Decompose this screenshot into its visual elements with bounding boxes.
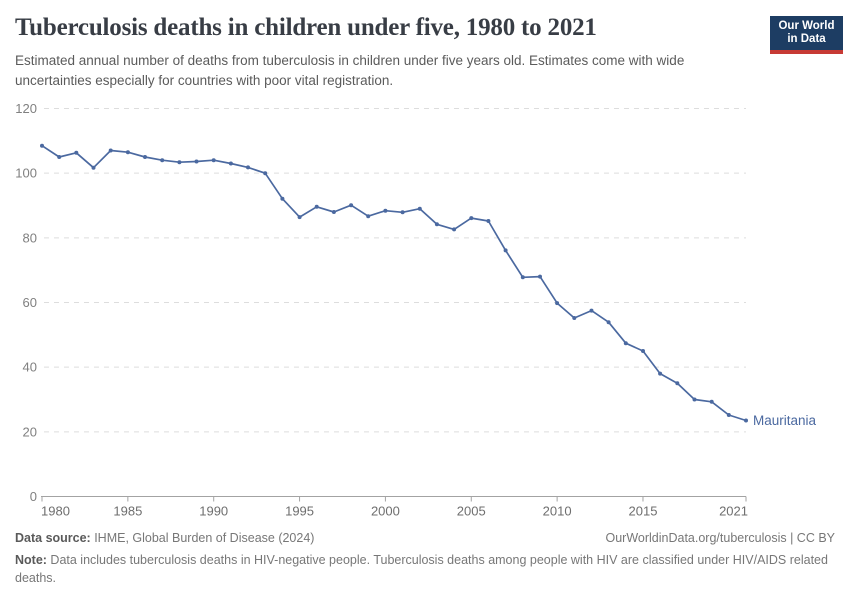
x-tick-label: 1980	[41, 504, 70, 519]
data-point	[57, 155, 62, 159]
data-point	[91, 165, 96, 170]
data-point	[314, 204, 319, 209]
owid-logo[interactable]: Our World in Data	[770, 16, 843, 54]
x-tick-label: 2000	[371, 504, 400, 519]
data-point	[623, 341, 628, 346]
x-tick-label: 1990	[199, 504, 228, 519]
series-end-label: Mauritania	[753, 413, 817, 428]
data-point	[400, 210, 405, 215]
data-point	[383, 208, 388, 213]
owid-logo-line1: Our World	[778, 19, 835, 32]
data-point	[469, 216, 474, 221]
data-point	[486, 219, 491, 223]
x-tick-label: 2021	[719, 504, 748, 519]
data-point	[589, 308, 594, 313]
data-point	[246, 165, 250, 170]
data-point	[263, 171, 268, 176]
data-point	[108, 148, 113, 153]
data-point	[228, 161, 233, 166]
chart-subtitle: Estimated annual number of deaths from t…	[15, 52, 685, 88]
y-tick-label: 120	[15, 101, 37, 116]
owid-logo-stripe	[770, 50, 843, 54]
data-point	[366, 214, 371, 219]
y-tick-label: 80	[23, 230, 37, 245]
data-point	[658, 371, 663, 376]
data-point	[177, 160, 182, 165]
data-point	[40, 143, 44, 148]
data-point	[297, 215, 302, 220]
data-point	[143, 155, 147, 159]
data-point	[555, 301, 560, 306]
data-point	[709, 399, 714, 404]
data-point	[641, 349, 645, 353]
data-point	[349, 203, 354, 208]
trend-line	[41, 144, 747, 422]
data-source-text: IHME, Global Burden of Disease (2024)	[90, 531, 315, 545]
data-point	[74, 150, 79, 155]
page-title: Tuberculosis deaths in children under fi…	[15, 14, 597, 41]
data-point	[606, 320, 611, 325]
y-tick-label: 40	[23, 360, 37, 375]
data-point	[675, 381, 680, 386]
owid-logo-line2: in Data	[787, 33, 826, 45]
chart-footer: Data source: IHME, Global Burden of Dise…	[0, 529, 850, 587]
x-tick-label: 2005	[457, 504, 486, 519]
data-point	[280, 196, 285, 201]
chart-header: Tuberculosis deaths in children under fi…	[0, 0, 850, 91]
owid-logo-text: Our World in Data	[770, 16, 843, 50]
owid-license-link[interactable]: OurWorldinData.org/tuberculosis | CC BY	[605, 531, 836, 545]
footer-source-row: Data source: IHME, Global Burden of Dise…	[15, 529, 835, 547]
data-point	[452, 227, 457, 232]
y-tick-label: 60	[23, 295, 37, 310]
data-point	[538, 274, 542, 279]
data-point	[125, 150, 130, 155]
y-tick-label: 0	[30, 489, 37, 504]
footer-note-label: Note:	[15, 553, 47, 568]
data-point	[726, 413, 731, 417]
data-point	[692, 397, 697, 402]
data-point	[572, 316, 577, 320]
data-point	[194, 159, 199, 164]
y-tick-label: 20	[23, 424, 37, 439]
data-source: Data source: IHME, Global Burden of Dise…	[15, 529, 314, 547]
footer-note-text: Data includes tuberculosis deaths in HIV…	[15, 553, 828, 586]
data-source-label: Data source:	[15, 531, 91, 545]
data-point	[160, 158, 165, 163]
chart-area: 0 20 40 60 80 100 120 1980 1985 1990 1995 2000 2005 2…	[0, 95, 850, 527]
data-point	[211, 158, 216, 163]
y-tick-label: 100	[15, 166, 37, 181]
x-tick-label: 2010	[543, 504, 572, 519]
data-point	[434, 222, 439, 227]
data-point	[417, 206, 422, 211]
data-point	[503, 248, 508, 253]
footer-note: Note: Data includes tuberculosis deaths …	[15, 551, 835, 587]
line-chart: 0 20 40 60 80 100 120 1980 1985 1990 1995 2000 2005 2…	[15, 101, 817, 519]
x-tick-label: 2015	[629, 504, 658, 519]
data-point	[744, 418, 748, 423]
data-point	[331, 210, 336, 214]
x-tick-label: 1985	[113, 504, 142, 519]
data-point	[520, 275, 525, 280]
x-tick-label: 1995	[285, 504, 314, 519]
